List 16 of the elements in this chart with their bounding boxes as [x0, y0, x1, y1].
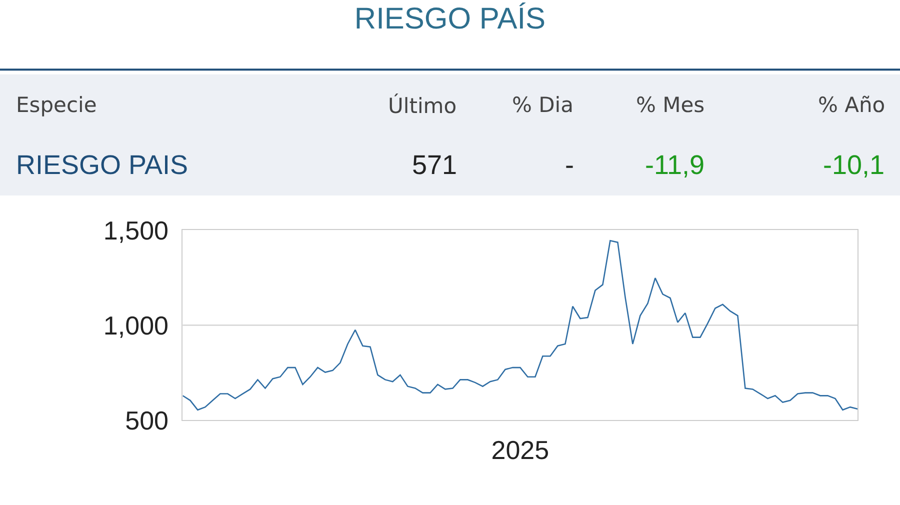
y-tick-label: 500	[125, 405, 168, 436]
text: % Mes	[636, 93, 705, 117]
text: -11,9	[645, 150, 705, 180]
text: % Año	[818, 93, 886, 117]
line-series	[182, 240, 858, 411]
text: -	[565, 150, 574, 180]
text: 571	[412, 150, 458, 180]
text: Último	[388, 93, 457, 118]
text: -10,1	[823, 150, 885, 180]
text: Especie	[16, 93, 97, 117]
chart-title: RIESGO PAÍS	[354, 2, 546, 36]
text: % Dia	[512, 93, 574, 117]
y-tick-label: 1,000	[103, 310, 168, 340]
y-tick-label: 1,500	[103, 215, 168, 246]
x-axis-title: 2025	[491, 434, 550, 465]
text: RIESGO PAIS	[16, 150, 188, 180]
